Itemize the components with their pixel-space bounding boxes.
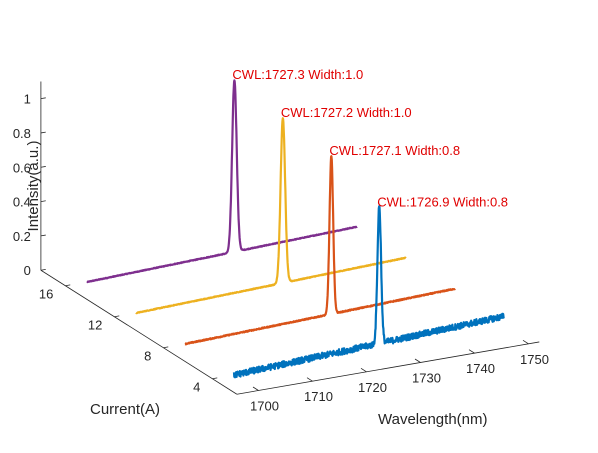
series-layer <box>86 79 505 379</box>
x-tick-label: 1710 <box>304 389 333 404</box>
y-tick-mark <box>212 377 218 380</box>
series-line-12A <box>135 117 407 315</box>
x-axis-label: Wavelength(nm) <box>378 411 487 428</box>
peak-annotation-4A: CWL:1726.9 Width:0.8 <box>377 195 508 210</box>
x-tick-mark <box>522 339 529 345</box>
x-tick-label: 1750 <box>520 352 549 367</box>
y-tick-label: 8 <box>144 349 151 364</box>
x-tick-label: 1720 <box>358 380 387 395</box>
y-tick-mark <box>163 346 169 349</box>
series-line-16A <box>86 79 358 284</box>
y-tick-label: 16 <box>39 287 53 302</box>
z-tick-label: 0.4 <box>13 195 31 210</box>
peak-annotation-16A: CWL:1727.3 Width:1.0 <box>232 67 363 82</box>
x-tick-mark <box>306 377 313 382</box>
z-axis-label: Intensity(a.u.) <box>25 141 42 232</box>
z-tick-mark <box>40 131 46 134</box>
axes-layer: 1700 1710 1720 1730 1740 1750 4 8 12 16 0 0.2 0.4 0.6… <box>13 81 549 414</box>
peak-annotation-8A: CWL:1727.1 Width:0.8 <box>329 143 460 158</box>
x-axis-line <box>236 341 540 395</box>
x-tick-label: 1700 <box>250 399 279 414</box>
x-tick-mark <box>414 358 421 363</box>
z-tick-label: 0.6 <box>13 160 31 175</box>
peak-annotation-12A: CWL:1727.2 Width:1.0 <box>281 105 412 120</box>
y-axis-label: Current(A) <box>90 401 160 418</box>
z-tick-mark <box>40 269 46 271</box>
x-tick-mark <box>360 367 367 373</box>
y-tick-label: 12 <box>88 318 102 333</box>
z-tick-mark <box>40 200 46 202</box>
z-tick-label: 0 <box>24 263 31 278</box>
series-line-8A <box>184 155 456 346</box>
z-tick-mark <box>40 234 46 237</box>
series-line-4A <box>232 205 505 379</box>
x-tick-mark <box>252 386 259 391</box>
y-tick-label: 4 <box>193 380 200 395</box>
label-layer: Intensity(a.u.) Current(A) Wavelength(nm… <box>25 67 508 428</box>
x-tick-mark <box>468 349 475 354</box>
y-tick-mark <box>65 284 71 287</box>
z-tick-label: 0.2 <box>13 229 31 244</box>
y-axis-line <box>40 269 238 395</box>
z-tick-mark <box>40 166 46 168</box>
z-tick-mark <box>40 97 46 100</box>
z-tick-label: 1 <box>24 92 31 107</box>
y-tick-mark <box>114 315 120 318</box>
x-tick-label: 1730 <box>412 370 441 385</box>
z-tick-label: 0.8 <box>13 126 31 141</box>
x-tick-label: 1740 <box>466 361 495 376</box>
